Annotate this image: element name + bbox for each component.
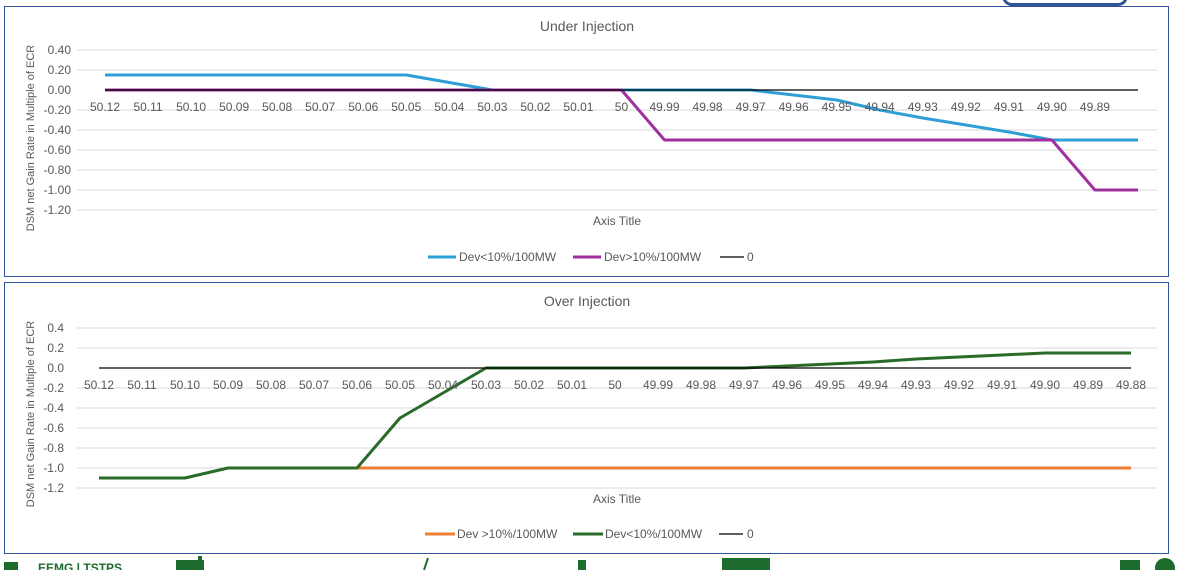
footer-illustration: EEMG | TSTPS bbox=[4, 556, 1175, 570]
y-tick-label: -0.60 bbox=[44, 143, 72, 157]
x-tick-label: 50.05 bbox=[385, 378, 415, 392]
y-tick-label: -1.00 bbox=[44, 183, 72, 197]
x-tick-label: 49.89 bbox=[1080, 100, 1110, 114]
chart-panel-under-injection: 0.40 0.20 0.00 -0.20 -0.40 -0.60 -0.80 -1.00 -1.… bbox=[4, 6, 1169, 277]
x-tick-label: 50.09 bbox=[219, 100, 249, 114]
x-tick-label: 50.04 bbox=[434, 100, 464, 114]
x-tick-label: 49.97 bbox=[736, 100, 766, 114]
x-tick-label: 49.90 bbox=[1037, 100, 1067, 114]
footer-tree-icon bbox=[1155, 558, 1175, 570]
y-axis-title: DSM net Gain Rate in Multiple of ECR bbox=[25, 321, 37, 508]
x-tick-label: 50.07 bbox=[305, 100, 335, 114]
footer-factory-icon bbox=[176, 560, 204, 570]
footer-banner: EEMG | TSTPS bbox=[0, 556, 1188, 570]
x-tick-label: 49.91 bbox=[994, 100, 1024, 114]
y-tick-label: -0.80 bbox=[44, 163, 72, 177]
x-tick-label: 49.89 bbox=[1073, 378, 1103, 392]
footer-windmill-icon bbox=[423, 557, 429, 570]
x-axis-title: Axis Title bbox=[593, 492, 641, 506]
x-tick-label: 50.05 bbox=[391, 100, 421, 114]
legend-label: Dev>10%/100MW bbox=[604, 250, 702, 264]
footer-tower-icon bbox=[578, 560, 586, 570]
y-tick-label: -1.20 bbox=[44, 203, 72, 217]
x-tick-label: 50.02 bbox=[520, 100, 550, 114]
x-tick-label: 49.94 bbox=[858, 378, 888, 392]
x-tick-label: 50.12 bbox=[90, 100, 120, 114]
x-tick-label: 50.01 bbox=[563, 100, 593, 114]
legend-label: Dev >10%/100MW bbox=[457, 527, 558, 541]
footer-plant-icon bbox=[722, 558, 770, 570]
x-tick-label: 50.03 bbox=[477, 100, 507, 114]
x-tick-label: 50 bbox=[615, 100, 629, 114]
x-tick-label: 50.09 bbox=[213, 378, 243, 392]
chart-under-injection: 0.40 0.20 0.00 -0.20 -0.40 -0.60 -0.80 -1.00 -1.… bbox=[25, 18, 1157, 264]
x-tick-label: 50.06 bbox=[342, 378, 372, 392]
x-tick-label: 49.98 bbox=[686, 378, 716, 392]
series-line-green bbox=[99, 351, 1131, 480]
legend-label: Dev<10%/100MW bbox=[459, 250, 557, 264]
x-tick-label: 49.95 bbox=[815, 378, 845, 392]
x-tick-label: 49.96 bbox=[779, 100, 809, 114]
x-tick-label: 49.99 bbox=[643, 378, 673, 392]
x-tick-label: 50.04 bbox=[428, 378, 458, 392]
footer-house-icon bbox=[1120, 560, 1140, 570]
y-tick-label: 0.00 bbox=[48, 83, 72, 97]
x-tick-label: 50.02 bbox=[514, 378, 544, 392]
x-tick-label: 49.98 bbox=[693, 100, 723, 114]
x-tick-label: 50.06 bbox=[348, 100, 378, 114]
chart-over-injection: 0.4 0.2 0.0 -0.2 -0.4 -0.6 -0.8 -1.0 -1.2 50.12 50… bbox=[25, 293, 1157, 541]
y-tick-label: -0.6 bbox=[43, 421, 64, 435]
x-tick-label: 49.91 bbox=[987, 378, 1017, 392]
x-tick-label: 49.90 bbox=[1030, 378, 1060, 392]
y-tick-label: -0.8 bbox=[43, 441, 64, 455]
y-tick-label: -1.0 bbox=[43, 461, 64, 475]
x-tick-label: 50.08 bbox=[262, 100, 292, 114]
x-tick-label: 50.03 bbox=[471, 378, 501, 392]
x-tick-label: 49.94 bbox=[865, 100, 895, 114]
x-tick-label: 49.93 bbox=[908, 100, 938, 114]
x-tick-label: 50.01 bbox=[557, 378, 587, 392]
x-tick-label: 50.08 bbox=[256, 378, 286, 392]
x-tick-label: 50 bbox=[608, 378, 622, 392]
y-axis-title: DSM net Gain Rate in Multiple of ECR bbox=[25, 45, 37, 232]
y-tick-label: -1.2 bbox=[43, 481, 64, 495]
y-tick-label: 0.4 bbox=[47, 321, 64, 335]
y-tick-label: -0.2 bbox=[43, 381, 64, 395]
chart-title: Over Injection bbox=[544, 293, 630, 309]
x-tick-label: 50.10 bbox=[176, 100, 206, 114]
x-tick-label: 49.95 bbox=[822, 100, 852, 114]
x-tick-label: 49.93 bbox=[901, 378, 931, 392]
x-tick-label: 50.10 bbox=[170, 378, 200, 392]
chart-panel-over-injection: 0.4 0.2 0.0 -0.2 -0.4 -0.6 -0.8 -1.0 -1.2 50.12 50… bbox=[4, 282, 1169, 554]
y-tick-label: 0.2 bbox=[47, 341, 64, 355]
x-tick-label: 49.97 bbox=[729, 378, 759, 392]
x-tick-label: 50.07 bbox=[299, 378, 329, 392]
x-tick-label: 49.92 bbox=[944, 378, 974, 392]
y-tick-label: -0.4 bbox=[43, 401, 64, 415]
x-tick-label: 50.11 bbox=[127, 378, 156, 392]
footer-chimney-icon bbox=[198, 556, 202, 562]
legend-label: Dev<10%/100MW bbox=[605, 527, 703, 541]
footer-logo-text: EEMG | TSTPS bbox=[38, 561, 122, 570]
x-tick-label: 50.11 bbox=[133, 100, 162, 114]
y-tick-label: 0.40 bbox=[48, 43, 72, 57]
y-tick-label: -0.20 bbox=[44, 103, 72, 117]
x-tick-label: 50.12 bbox=[84, 378, 114, 392]
y-tick-label: -0.40 bbox=[44, 123, 72, 137]
x-tick-label: 49.92 bbox=[951, 100, 981, 114]
legend-label: 0 bbox=[747, 527, 754, 541]
y-tick-label: 0.20 bbox=[48, 63, 72, 77]
x-tick-label: 49.96 bbox=[772, 378, 802, 392]
footer-building-icon bbox=[4, 562, 18, 570]
y-tick-label: 0.0 bbox=[47, 361, 64, 375]
x-axis-title: Axis Title bbox=[593, 214, 641, 228]
x-tick-label: 49.99 bbox=[650, 100, 680, 114]
x-tick-label: 49.88 bbox=[1116, 378, 1146, 392]
chart-title: Under Injection bbox=[540, 18, 634, 34]
legend-label: 0 bbox=[747, 250, 754, 264]
